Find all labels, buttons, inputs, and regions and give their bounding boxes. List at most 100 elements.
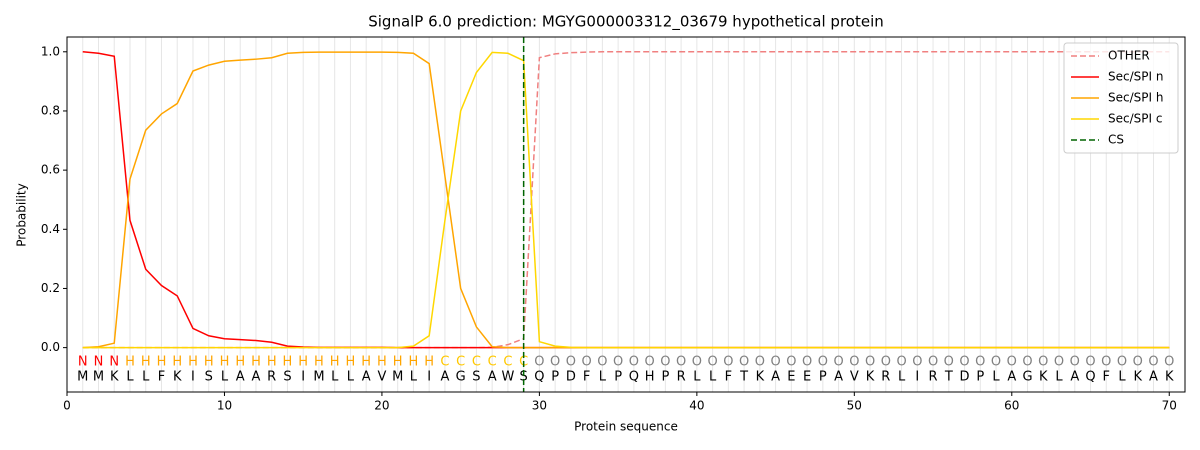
region-label: H xyxy=(346,355,356,370)
region-label: O xyxy=(1133,355,1143,370)
region-label: O xyxy=(582,355,592,370)
plot-frame xyxy=(66,36,1186,393)
residue-label: K xyxy=(756,370,765,385)
chart-title: SignalP 6.0 prediction: MGYG000003312_03… xyxy=(368,13,884,32)
residue-label: Q xyxy=(1085,370,1095,385)
region-label: O xyxy=(1022,355,1032,370)
region-label: O xyxy=(629,355,639,370)
residue-label: S xyxy=(520,370,528,385)
legend-label: OTHER xyxy=(1108,49,1150,63)
x-tick-label: 20 xyxy=(374,399,389,413)
region-label: O xyxy=(550,355,560,370)
region-label: O xyxy=(770,355,780,370)
residue-label: R xyxy=(881,370,890,385)
residue-label: S xyxy=(283,370,291,385)
residue-label: K xyxy=(1133,370,1142,385)
legend-label: Sec/SPI h xyxy=(1108,91,1163,105)
residue-label: H xyxy=(645,370,655,385)
region-label: O xyxy=(881,355,891,370)
residue-label: A xyxy=(1149,370,1158,385)
region-label: O xyxy=(944,355,954,370)
residue-label: P xyxy=(976,370,984,385)
residue-label: L xyxy=(221,370,229,385)
x-tick-label: 30 xyxy=(532,399,547,413)
region-label: H xyxy=(377,355,387,370)
y-tick-label: 0.2 xyxy=(41,281,60,295)
region-label: O xyxy=(1101,355,1111,370)
series-line xyxy=(82,51,1170,349)
y-tick-label: 0.8 xyxy=(41,103,60,117)
residue-label: L xyxy=(142,370,150,385)
region-label: H xyxy=(235,355,245,370)
series-line xyxy=(82,51,1170,349)
region-label: O xyxy=(1085,355,1095,370)
region-label: H xyxy=(141,355,151,370)
region-label: H xyxy=(188,355,198,370)
y-tick-label: 1.0 xyxy=(41,44,60,58)
region-label: O xyxy=(991,355,1001,370)
region-label: O xyxy=(865,355,875,370)
residue-label: D xyxy=(566,370,576,385)
residue-label: L xyxy=(599,370,607,385)
residue-label: P xyxy=(819,370,827,385)
residue-label: K xyxy=(110,370,119,385)
region-label: H xyxy=(330,355,340,370)
region-label: H xyxy=(393,355,403,370)
residue-label: M xyxy=(313,370,324,385)
residue-label: A xyxy=(440,370,449,385)
x-tick-label: 60 xyxy=(1004,399,1019,413)
x-tick-label: 10 xyxy=(217,399,232,413)
region-label: O xyxy=(1164,355,1174,370)
residue-label: I xyxy=(191,370,195,385)
residue-label: R xyxy=(929,370,938,385)
region-label: C xyxy=(503,355,512,370)
residue-label: L xyxy=(1118,370,1126,385)
residue-label: W xyxy=(501,370,514,385)
series-line xyxy=(82,51,1170,349)
residue-label: K xyxy=(1039,370,1048,385)
residue-label: F xyxy=(583,370,590,385)
x-axis-label: Protein sequence xyxy=(574,420,678,434)
residue-label: L xyxy=(709,370,717,385)
residue-label: G xyxy=(456,370,466,385)
region-label: H xyxy=(220,355,230,370)
residue-label: A xyxy=(236,370,245,385)
series-line xyxy=(82,51,1170,349)
residue-label: M xyxy=(93,370,104,385)
legend-box xyxy=(1063,42,1179,154)
region-label: H xyxy=(283,355,293,370)
legend-label: Sec/SPI n xyxy=(1108,70,1163,84)
region-label: H xyxy=(251,355,261,370)
region-label: O xyxy=(645,355,655,370)
region-label: O xyxy=(1054,355,1064,370)
residue-label: Q xyxy=(534,370,544,385)
residue-label: T xyxy=(944,370,953,385)
residue-label: Q xyxy=(629,370,639,385)
residue-label: K xyxy=(1165,370,1174,385)
residue-label: G xyxy=(1022,370,1032,385)
region-label: O xyxy=(534,355,544,370)
region-label: O xyxy=(959,355,969,370)
residue-label: V xyxy=(377,370,386,385)
region-label: O xyxy=(1007,355,1017,370)
region-label: H xyxy=(204,355,214,370)
region-label: H xyxy=(157,355,167,370)
residue-label: S xyxy=(205,370,213,385)
residue-label: E xyxy=(803,370,811,385)
residue-label: L xyxy=(693,370,701,385)
y-tick-label: 0.0 xyxy=(41,340,60,354)
region-label: N xyxy=(109,355,119,370)
residue-label: A xyxy=(1070,370,1079,385)
residue-label: P xyxy=(551,370,559,385)
region-label: O xyxy=(723,355,733,370)
residue-label: V xyxy=(850,370,859,385)
residue-label: I xyxy=(301,370,305,385)
region-label: O xyxy=(786,355,796,370)
region-label: O xyxy=(833,355,843,370)
region-label: O xyxy=(1148,355,1158,370)
residue-label: F xyxy=(158,370,165,385)
region-label: H xyxy=(409,355,419,370)
residue-label: D xyxy=(960,370,970,385)
region-label: O xyxy=(566,355,576,370)
